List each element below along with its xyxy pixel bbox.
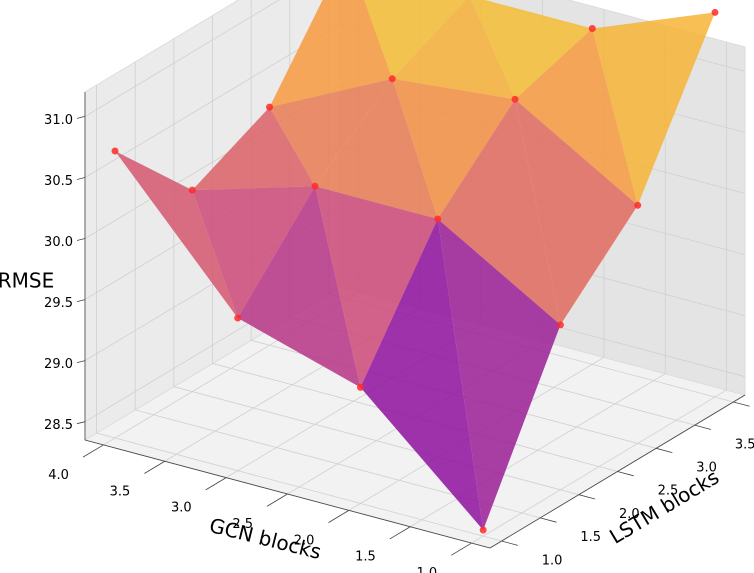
data-point — [356, 383, 364, 391]
data-point — [479, 526, 487, 534]
x-tick-label: 3.5 — [110, 484, 131, 499]
plot: 1.01.52.02.53.03.54.01.01.52.02.53.03.54… — [44, 0, 754, 573]
surface-face — [392, 78, 515, 219]
y-tick-label: 3.0 — [696, 461, 717, 476]
tick-mark — [501, 540, 518, 546]
data-point — [188, 186, 196, 194]
tick-mark — [656, 447, 673, 454]
z-tick-label: 29.5 — [44, 296, 73, 311]
surface-face — [471, 0, 593, 100]
y-tick-label: 2.5 — [658, 484, 679, 499]
grid-line — [173, 386, 579, 496]
data-point — [634, 201, 642, 209]
tick-mark — [205, 477, 227, 491]
surface-face — [192, 107, 315, 191]
tick-mark — [76, 421, 86, 425]
tick-mark — [389, 526, 411, 540]
z-tick-label: 29.0 — [44, 357, 73, 372]
x-tick-label: 1.5 — [355, 550, 376, 565]
surface-face — [437, 99, 561, 325]
z-tick-label: 28.5 — [44, 418, 73, 433]
surface-face — [115, 151, 238, 319]
data-point — [588, 25, 596, 33]
data-point — [111, 147, 119, 155]
surface-face — [360, 218, 484, 531]
x-axis-line — [84, 439, 491, 549]
surface-face — [315, 186, 438, 388]
grid-line — [96, 432, 502, 542]
z-tick-label: 30.5 — [44, 174, 73, 189]
z-tick-label: 31.0 — [44, 113, 73, 128]
surface-face — [515, 99, 638, 325]
data-point — [266, 103, 274, 111]
x-tick-label: 4.0 — [48, 468, 69, 483]
x-tick-label: 1.0 — [416, 566, 437, 573]
y-tick-label: 1.5 — [580, 530, 601, 545]
tick-mark — [76, 360, 86, 364]
surface-face — [315, 78, 438, 219]
tick-mark — [328, 510, 350, 523]
z-tick-label: 30.0 — [44, 235, 73, 250]
data-point — [434, 215, 442, 223]
grid-line — [84, 0, 280, 117]
surface-face — [364, 0, 466, 79]
tick-mark — [540, 517, 557, 523]
surface-face — [437, 218, 561, 531]
tick-mark — [450, 542, 472, 556]
data-point — [711, 8, 719, 16]
tick-mark — [578, 494, 596, 500]
surface-face — [269, 0, 393, 108]
y-tick-label: 3.5 — [735, 437, 754, 452]
surface-face — [592, 12, 715, 206]
z-axis-title: RMSE — [0, 269, 54, 293]
tick-mark — [82, 444, 104, 458]
grid-line — [84, 24, 341, 178]
tick-mark — [694, 424, 712, 430]
tick-mark — [617, 471, 634, 477]
data-point — [511, 95, 519, 103]
tick-mark — [266, 493, 288, 507]
y-tick-label: 2.0 — [619, 507, 640, 522]
surface-face — [515, 28, 638, 206]
tick-mark — [144, 460, 165, 474]
y-axis-line — [489, 394, 746, 549]
data-point — [234, 314, 242, 322]
y-tick-label: 1.0 — [542, 553, 563, 568]
surface-face — [269, 78, 393, 187]
x-tick-label: 3.0 — [171, 501, 192, 516]
surface-face — [192, 186, 315, 319]
tick-mark — [76, 177, 86, 180]
data-point — [556, 321, 564, 329]
tick-mark — [76, 116, 86, 119]
tick-mark — [733, 401, 750, 407]
x-axis-title: GCN blocks — [207, 513, 324, 564]
tick-mark — [76, 238, 86, 241]
data-point — [388, 75, 396, 83]
x-tick-label: 2.5 — [232, 517, 253, 532]
x-tick-label: 2.0 — [294, 533, 315, 548]
surface-face — [392, 0, 515, 100]
surface-face — [237, 186, 361, 388]
tick-mark — [76, 299, 86, 302]
data-point — [311, 182, 319, 190]
